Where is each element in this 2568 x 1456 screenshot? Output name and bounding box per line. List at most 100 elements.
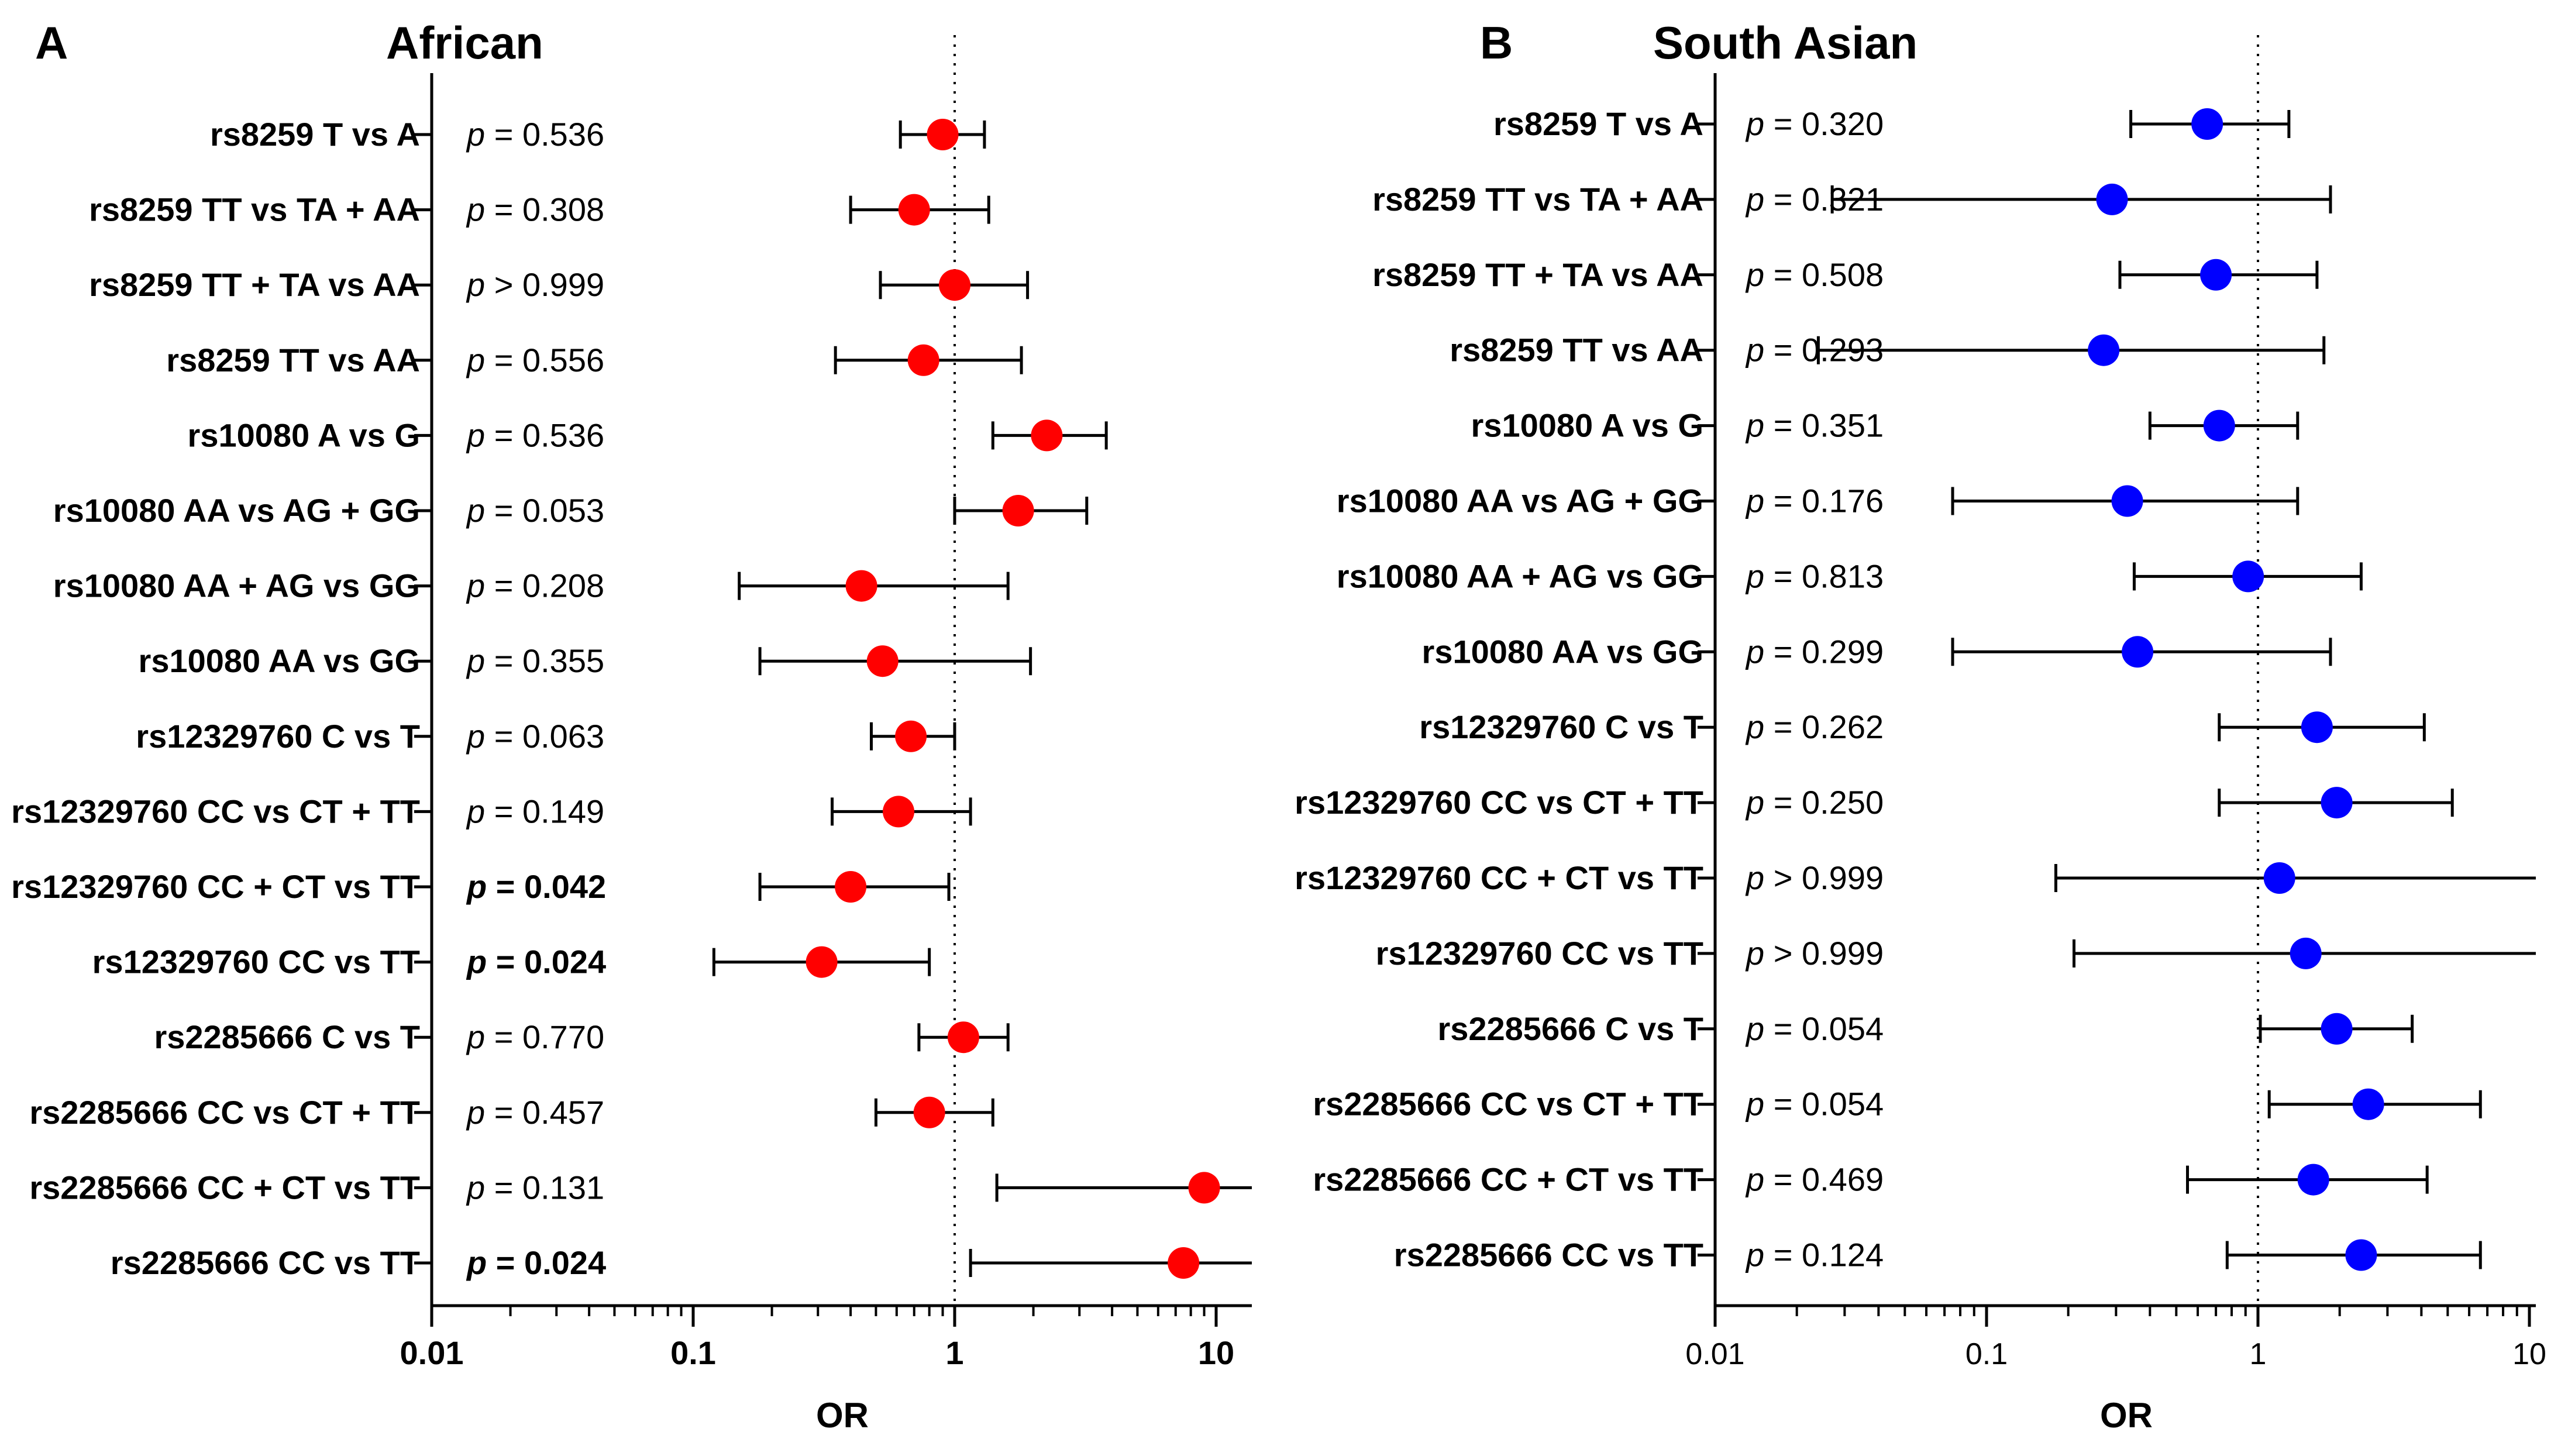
p-value-label: p = 0.770	[466, 1018, 604, 1055]
p-value-label: p = 0.149	[466, 793, 604, 829]
or-point	[2096, 183, 2128, 215]
p-value-label: p = 0.469	[1745, 1161, 1884, 1198]
row-label: rs10080 AA + AG vs GG	[53, 567, 420, 604]
or-point	[898, 194, 930, 226]
panel-letter: A	[35, 17, 68, 68]
or-point	[907, 344, 939, 376]
p-value-label: p = 0.054	[1745, 1086, 1884, 1123]
row-label: rs12329760 CC + CT vs TT	[11, 868, 420, 905]
panel-title: African	[386, 17, 543, 68]
x-tick-label: 0.1	[1965, 1337, 2008, 1371]
p-value-label: p = 0.320	[1745, 105, 1884, 142]
or-point	[1031, 419, 1063, 452]
row-label: rs2285666 CC vs TT	[111, 1244, 420, 1281]
or-point	[2191, 108, 2223, 140]
panel-a-african: A African 0.01 0.1 1 10 OR rs8259 T vs A p = 0.5…	[11, 17, 1252, 1435]
panel-b-south-asian: B South Asian 0.01 0.1 1 10 OR rs8259 T vs A p =…	[1295, 17, 2546, 1435]
row-label: rs8259 TT vs TA + AA	[1372, 181, 1703, 218]
x-tick-label: 0.01	[400, 1334, 464, 1371]
or-point	[939, 269, 970, 301]
or-point	[2122, 636, 2154, 668]
x-tick-label: 10	[2512, 1337, 2546, 1371]
row-label: rs8259 TT vs TA + AA	[89, 191, 420, 228]
p-value-label: p = 0.131	[466, 1169, 604, 1206]
p-value-label: p = 0.208	[466, 567, 604, 604]
or-point	[1002, 495, 1034, 526]
p-value-label: p = 0.024	[466, 1244, 606, 1281]
row-label: rs10080 AA + AG vs GG	[1337, 557, 1703, 594]
row-label: rs12329760 CC vs CT + TT	[11, 793, 420, 829]
or-point	[883, 796, 915, 828]
or-point	[947, 1021, 979, 1054]
row-label: rs10080 AA vs GG	[1422, 633, 1703, 670]
p-value-label: p = 0.250	[1745, 784, 1884, 821]
row-label: rs12329760 CC vs TT	[1376, 935, 1703, 972]
or-point	[2321, 1013, 2353, 1045]
or-point	[2345, 1239, 2377, 1271]
p-value-label: p = 0.536	[466, 116, 604, 153]
p-value-label: p = 0.176	[1745, 483, 1884, 519]
row-label: rs10080 AA vs AG + GG	[53, 492, 420, 529]
x-axis-label: OR	[2100, 1396, 2153, 1435]
or-point	[835, 871, 867, 903]
or-point	[2088, 334, 2120, 366]
or-point	[2290, 937, 2322, 969]
row-label: rs12329760 CC + CT vs TT	[1295, 859, 1703, 896]
p-value-label: p = 0.124	[1745, 1237, 1884, 1273]
or-point	[1188, 1172, 1220, 1204]
row-label: rs12329760 CC vs CT + TT	[1295, 784, 1703, 821]
or-point	[2232, 560, 2264, 593]
x-tick-label: 1	[945, 1334, 963, 1371]
row-label: rs2285666 CC vs CT + TT	[1313, 1086, 1703, 1123]
p-value-label: p = 0.299	[1745, 633, 1884, 670]
p-value-label: p = 0.054	[1745, 1010, 1884, 1047]
or-point	[805, 946, 838, 978]
or-point	[1168, 1247, 1200, 1279]
or-point	[2352, 1088, 2384, 1120]
row-label: rs8259 TT vs AA	[1450, 332, 1703, 369]
or-point	[2111, 485, 2143, 517]
or-point	[2301, 711, 2333, 744]
p-value-label: p = 0.351	[1745, 407, 1884, 444]
p-value-label: p = 0.024	[466, 944, 606, 980]
p-value-label: p > 0.999	[1745, 859, 1884, 896]
p-value-label: p = 0.508	[1745, 256, 1884, 293]
p-value-label: p = 0.457	[466, 1094, 604, 1131]
row-label: rs2285666 C vs T	[1437, 1010, 1703, 1047]
x-tick-label: 10	[1198, 1334, 1234, 1371]
row-label: rs10080 A vs G	[188, 417, 420, 453]
row-label: rs8259 T vs A	[210, 116, 420, 153]
or-point	[2321, 787, 2353, 819]
panel-letter: B	[1480, 17, 1513, 68]
p-value-label: p = 0.262	[1745, 708, 1884, 745]
row-label: rs12329760 C vs T	[136, 718, 420, 755]
or-point	[2263, 862, 2295, 894]
p-value-label: p = 0.556	[466, 342, 604, 378]
p-value-label: p = 0.813	[1745, 557, 1884, 594]
p-value-label: p = 0.355	[466, 642, 604, 679]
row-label: rs2285666 CC + CT vs TT	[29, 1169, 420, 1206]
or-point	[2200, 259, 2232, 291]
row-label: rs10080 A vs G	[1471, 407, 1703, 444]
row-label: rs8259 T vs A	[1493, 105, 1703, 142]
row-label: rs12329760 C vs T	[1419, 708, 1703, 745]
p-value-label: p = 0.042	[466, 868, 606, 905]
row-label: rs2285666 CC vs TT	[1394, 1237, 1703, 1273]
x-tick-label: 1	[2250, 1337, 2267, 1371]
or-point	[895, 720, 927, 752]
row-label: rs2285666 CC vs CT + TT	[29, 1094, 420, 1131]
or-point	[866, 645, 899, 677]
p-value-label: p > 0.999	[1745, 935, 1884, 972]
row-label: rs2285666 CC + CT vs TT	[1313, 1161, 1703, 1198]
row-label: rs2285666 C vs T	[154, 1018, 420, 1055]
or-point	[845, 570, 877, 602]
p-value-label: p = 0.536	[466, 417, 604, 453]
or-point	[927, 119, 959, 150]
p-value-label: p = 0.053	[466, 492, 604, 529]
row-label: rs10080 AA vs GG	[139, 642, 420, 679]
x-tick-label: 0.1	[670, 1334, 716, 1371]
or-point	[2203, 409, 2235, 442]
p-value-label: p = 0.308	[466, 191, 604, 228]
